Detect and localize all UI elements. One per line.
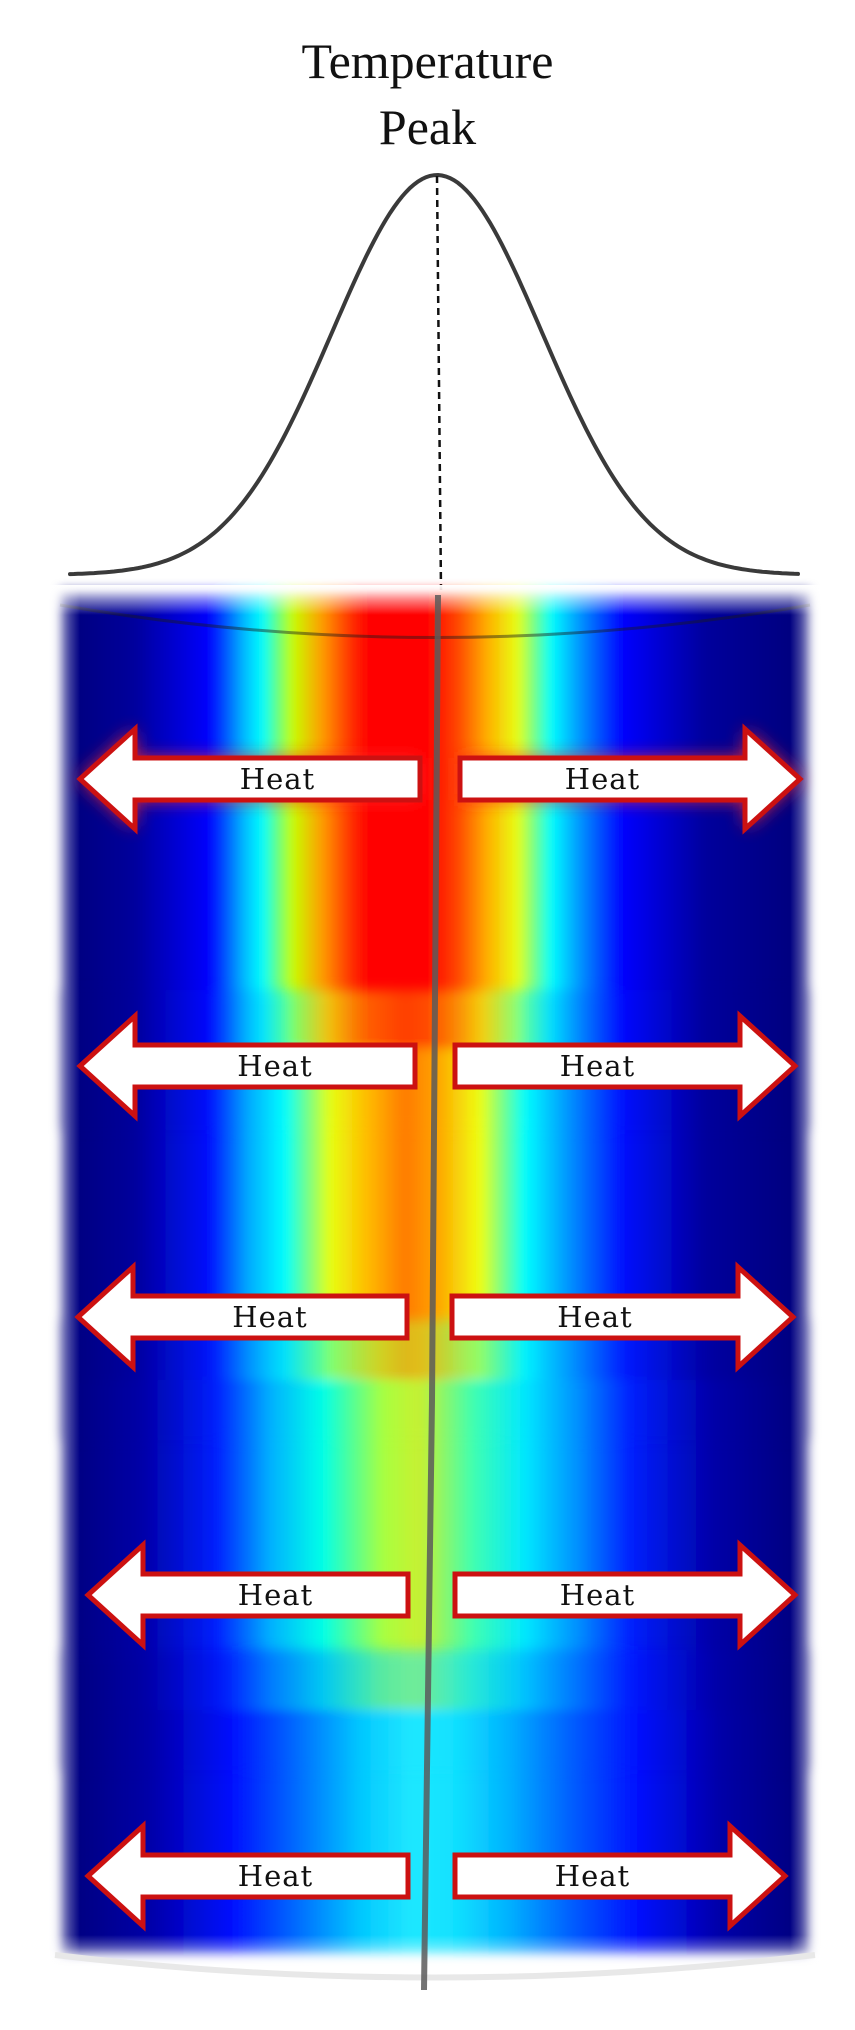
heat-arrow-right-2: Heat xyxy=(452,1010,799,1122)
title-line-2: Peak xyxy=(378,99,477,155)
heat-arrows: Heat Heat Heat Heat Heat Heat Heat Heat Heat Heat xyxy=(74,723,804,1932)
heat-label: Heat xyxy=(238,1578,313,1612)
central-heating-rod xyxy=(421,594,441,1991)
heat-label: Heat xyxy=(557,1300,632,1334)
heat-label: Heat xyxy=(555,1859,630,1893)
heat-label: Heat xyxy=(238,1859,313,1893)
heat-label: Heat xyxy=(560,1578,635,1612)
heat-label: Heat xyxy=(565,762,640,796)
temperature-profile-curve xyxy=(68,172,800,577)
heat-arrow-right-1: Heat xyxy=(457,723,804,835)
heat-arrow-right-5: Heat xyxy=(452,1820,789,1932)
heat-arrow-right-3: Heat xyxy=(449,1261,797,1373)
heat-arrow-right-4: Heat xyxy=(452,1539,799,1651)
heat-label: Heat xyxy=(237,1049,312,1083)
peak-marker-dashed-line xyxy=(435,175,443,591)
heat-label: Heat xyxy=(232,1300,307,1334)
heat-arrow-left-3: Heat xyxy=(74,1261,410,1373)
heat-arrow-left-4: Heat xyxy=(84,1539,411,1651)
heat-arrow-left-1: Heat xyxy=(76,723,423,835)
temperature-peak-title: Temperature Peak xyxy=(0,28,855,160)
heat-label: Heat xyxy=(240,762,315,796)
title-line-1: Temperature xyxy=(301,33,554,89)
heat-arrow-left-5: Heat xyxy=(84,1820,411,1932)
heat-arrow-left-2: Heat xyxy=(76,1010,418,1122)
heat-label: Heat xyxy=(560,1049,635,1083)
